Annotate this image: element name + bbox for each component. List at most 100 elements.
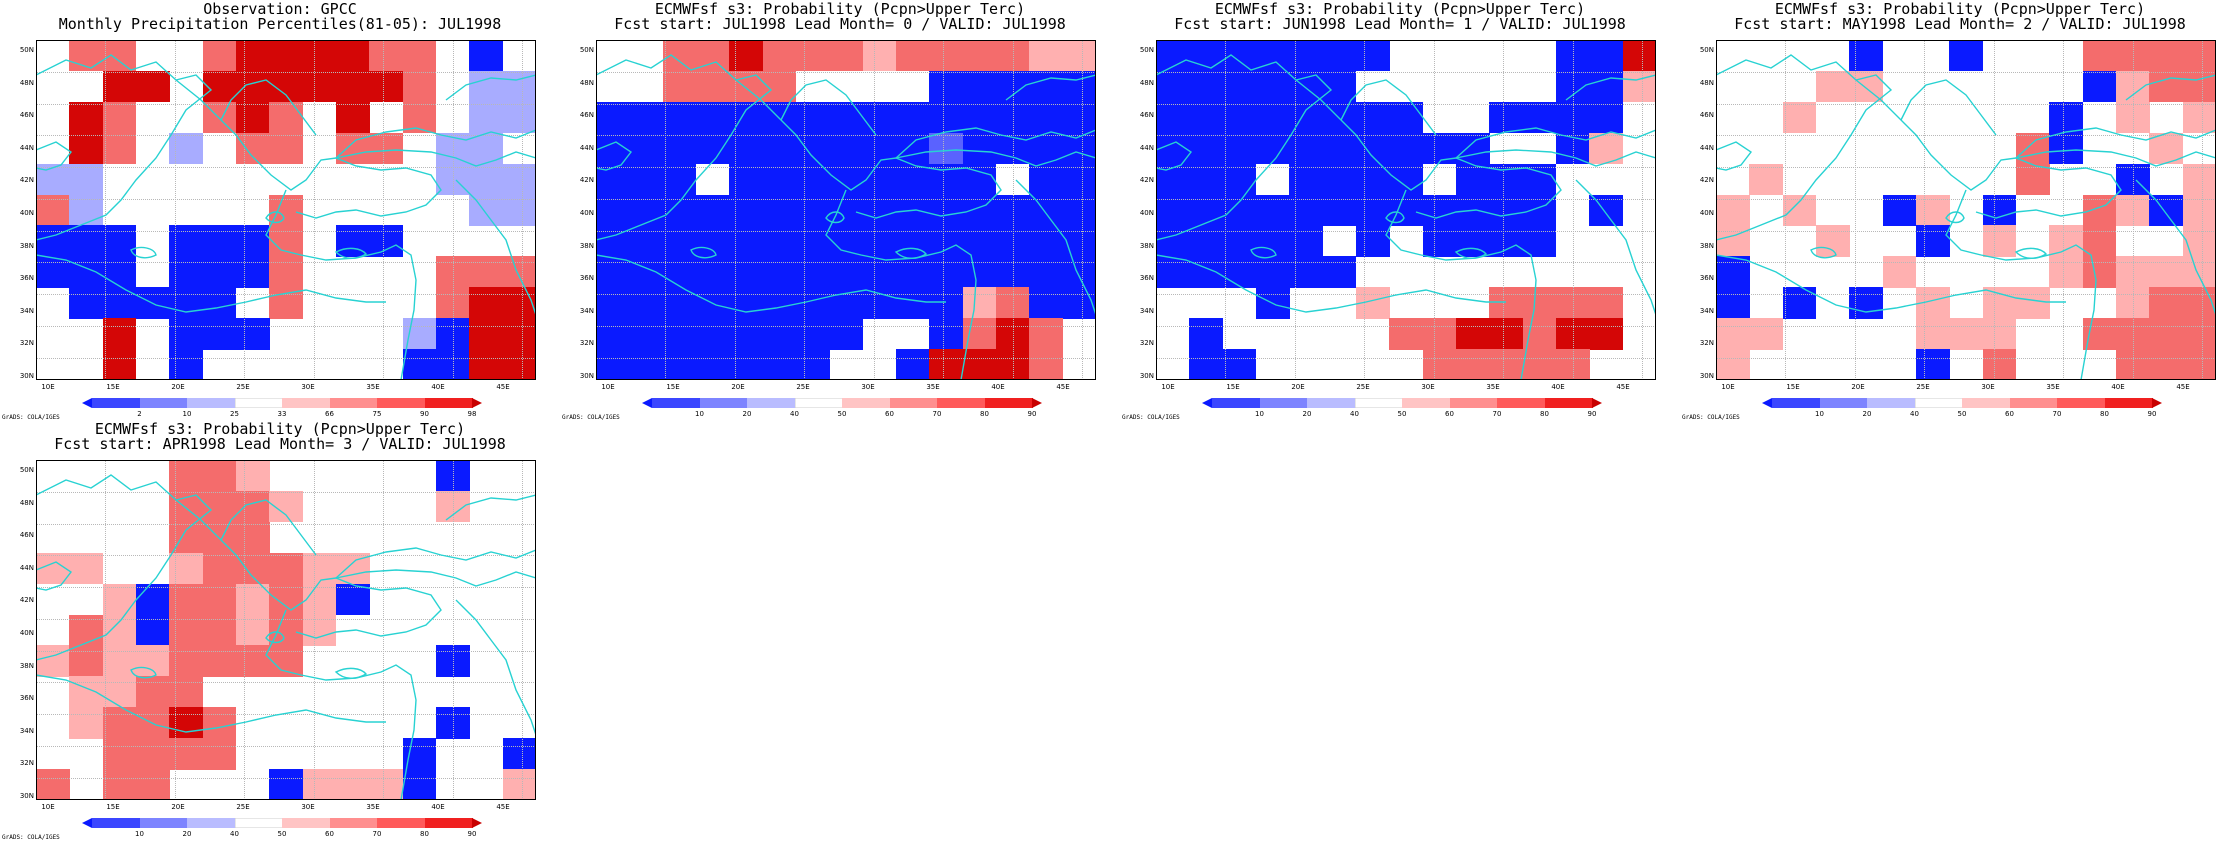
grid-cell: [236, 490, 270, 523]
grid-cell: [796, 225, 830, 257]
colorbar-segment: [139, 398, 188, 408]
grid-cell: [729, 101, 764, 134]
colorbar-tick-label: 70: [372, 830, 382, 838]
grid-cell: [729, 349, 764, 380]
lon-tick-label: 40E: [991, 383, 1005, 391]
grid-cell: [469, 132, 504, 165]
grid-cell: [2116, 194, 2150, 226]
grid-cell: [236, 225, 270, 257]
grid-cell: [69, 676, 104, 708]
panel-subtitle: Fcst start: JUL1998 Lead Month= 0 / VALI…: [614, 15, 1066, 33]
grid-cell: [996, 256, 1030, 288]
grid-cell: [862, 101, 897, 134]
grid-cell: [1782, 101, 1817, 134]
grid-cell: [1289, 163, 1324, 196]
grid-cell: [2016, 287, 2050, 319]
grid-cell: [1189, 225, 1224, 257]
colorbar-tick-label: 10: [695, 410, 704, 418]
lat-tick-label: 32N: [19, 759, 34, 768]
colorbar-tick-label: 20: [182, 830, 192, 838]
grid-cell: [596, 349, 630, 380]
grid-cell: [1982, 194, 2017, 226]
grid-cell: [1356, 40, 1390, 72]
lon-tick-label: 40E: [431, 383, 445, 391]
grid-cell: [862, 40, 897, 72]
grid-cell: [269, 40, 304, 72]
grid-cell: [696, 132, 730, 165]
grid-cell: [69, 40, 104, 72]
grid-cell: [102, 614, 137, 646]
grid-cell: [369, 132, 404, 165]
grid-cell: [1156, 225, 1190, 257]
lat-tick-label: 38N: [1699, 241, 1714, 250]
grid-cell: [1522, 163, 1557, 196]
grid-cell: [2149, 40, 2184, 72]
grid-cell: [1256, 225, 1290, 257]
grid-cell: [2116, 287, 2150, 319]
lon-tick-label: 30E: [1421, 383, 1435, 391]
grid-cell: [862, 256, 897, 288]
grid-cell: [169, 225, 204, 257]
grid-cell: [962, 101, 997, 134]
lon-tick-label: 45E: [1616, 383, 1630, 391]
grid-cell: [996, 70, 1030, 103]
colorbar-segment: [1962, 398, 2010, 408]
grid-cell: [202, 225, 237, 257]
gridline: [1716, 230, 2216, 232]
lat-tick-label: 40N: [579, 209, 594, 217]
grid-cell: [1156, 163, 1190, 196]
grid-cell: [136, 583, 170, 616]
grid-cell: [829, 256, 864, 288]
grid-cell: [829, 132, 864, 165]
map-area: [1156, 40, 1656, 380]
grid-cell: [996, 349, 1030, 380]
grid-cell: [1156, 256, 1190, 288]
colorbar-segment: [2104, 398, 2153, 408]
grid-cell: [1289, 40, 1324, 72]
grid-cell: [696, 287, 730, 319]
grid-cell: [929, 163, 964, 196]
grid-cell: [69, 287, 104, 319]
lat-tick-label: 42N: [1139, 176, 1154, 185]
grid-cell: [662, 318, 697, 350]
lat-tick-label: 44N: [19, 563, 34, 572]
grid-cell: [1029, 163, 1064, 196]
lon-tick-label: 10E: [41, 383, 55, 391]
grid-cell: [102, 645, 137, 677]
grid-cell: [2149, 256, 2184, 288]
grid-cell: [1289, 70, 1324, 103]
colorbar-tick-label: 10: [1815, 410, 1824, 418]
grid-cell: [102, 287, 137, 319]
grid-cell: [1029, 132, 1064, 165]
lat-tick-label: 36N: [19, 694, 34, 703]
lat-tick-label: 48N: [19, 498, 34, 507]
grid-cell: [269, 614, 304, 646]
grid-cell: [929, 287, 964, 319]
map-area: [596, 40, 1096, 380]
grid-cell: [1256, 194, 1290, 226]
grid-cell: [36, 225, 70, 257]
grid-cell: [762, 163, 797, 196]
grid-cell: [469, 349, 504, 380]
grid-cell: [269, 132, 304, 165]
grid-cell: [136, 70, 170, 103]
grid-cell: [2149, 194, 2184, 226]
grid-cell: [996, 194, 1030, 226]
colorbar-segment: [1544, 398, 1593, 408]
map-panel: ECMWFsf s3: Probability (Pcpn>Upper Terc…: [1120, 0, 1680, 421]
grid-cell: [729, 70, 764, 103]
grid-cell: [1389, 132, 1424, 165]
colorbar-tick-label: 40: [790, 410, 799, 418]
lat-tick-label: 30N: [1699, 372, 1714, 380]
grid-cell: [2116, 256, 2150, 288]
colorbar-segment: [1307, 398, 1355, 408]
grid-cell: [1222, 101, 1257, 134]
grid-cell: [1189, 132, 1224, 165]
lon-tick-label: 10E: [1721, 383, 1735, 391]
grid-cell: [2016, 163, 2050, 196]
colorbar-segment: [937, 398, 985, 408]
lat-tick-label: 44N: [1699, 143, 1714, 152]
grid-cell: [202, 490, 237, 523]
grid-cell: [762, 256, 797, 288]
colorbar-tick-label: 98: [467, 410, 477, 418]
